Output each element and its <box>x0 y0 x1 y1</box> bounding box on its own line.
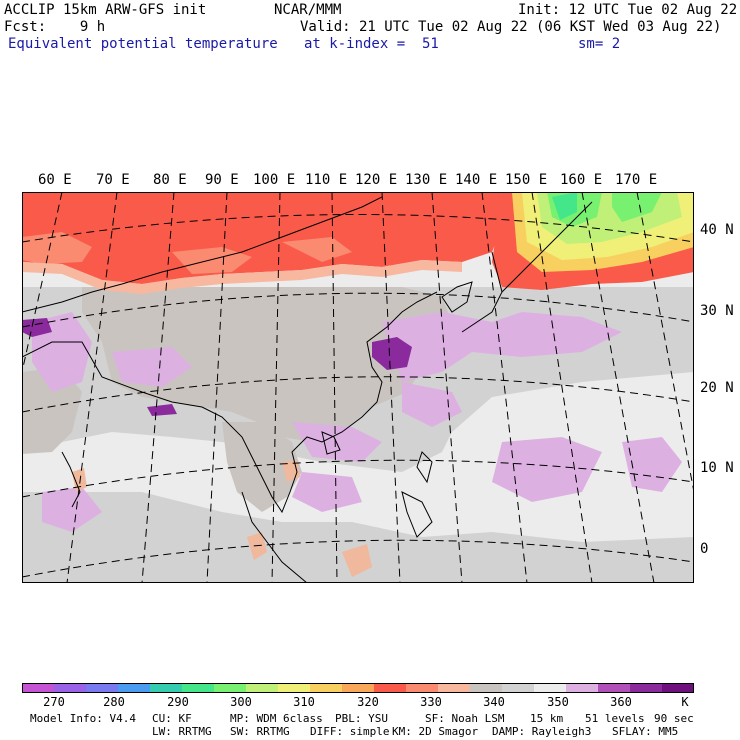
colorbar-label: 330 <box>420 695 442 709</box>
lon-label: 140 E <box>455 172 498 188</box>
colorbar-swatch <box>150 683 182 693</box>
lat-label: 10 N <box>700 460 734 476</box>
colorbar-label: 290 <box>167 695 189 709</box>
lat-label: 30 N <box>700 303 734 319</box>
colorbar-swatch <box>310 683 342 693</box>
colorbar-swatch <box>342 683 374 693</box>
colorbar-label: 300 <box>230 695 252 709</box>
surface-scheme: SF: Noah LSM <box>425 712 505 725</box>
surface-layer-option: SFLAY: MM5 <box>612 725 679 738</box>
colorbar-label: 350 <box>547 695 569 709</box>
colorbar-swatch <box>118 683 150 693</box>
colorbar-swatch <box>470 683 502 693</box>
forecast-hour: Fcst: 9 h <box>4 19 106 35</box>
coastlines <box>22 196 593 583</box>
vertical-levels: 51 levels <box>585 712 645 725</box>
colorbar-swatch <box>86 683 118 693</box>
colorbar-swatch <box>214 683 246 693</box>
field-335-patches <box>22 232 352 274</box>
lon-label: 170 E <box>615 172 658 188</box>
level-index: at k-index = 51 <box>304 36 439 52</box>
lon-label: 60 E <box>38 172 72 188</box>
colorbar-label: 310 <box>293 695 315 709</box>
grid-spacing: 15 km <box>530 712 564 725</box>
lon-label: 150 E <box>505 172 548 188</box>
colorbar-swatch <box>406 683 438 693</box>
field-340-edge <box>22 260 462 294</box>
diffusion-option: DIFF: simple <box>310 725 390 738</box>
colorbar-swatch <box>630 683 662 693</box>
field-365-patches <box>32 312 682 532</box>
colorbar-label: 340 <box>483 695 505 709</box>
colorbar-label: 360 <box>610 695 632 709</box>
field-330-band <box>22 192 502 284</box>
lat-label: 40 N <box>700 222 734 238</box>
model-info: Model Info: V4.4 <box>30 712 136 725</box>
colorbar-unit: K <box>681 695 689 709</box>
pbl-scheme: PBL: YSU <box>335 712 388 725</box>
colorbar-frame <box>22 683 694 693</box>
lon-label: 160 E <box>560 172 603 188</box>
field-355-south <box>22 492 694 583</box>
colorbar-swatch <box>566 683 598 693</box>
km-option: KM: 2D Smagor <box>392 725 479 738</box>
run-title: ACCLIP 15km ARW-GFS init <box>4 2 207 18</box>
lon-label: 120 E <box>355 172 398 188</box>
colorbar-swatch <box>246 683 278 693</box>
field-350-seasia <box>222 422 302 512</box>
colorbar-swatch <box>598 683 630 693</box>
damping-option: DAMP: Rayleigh3 <box>492 725 592 738</box>
time-step: 90 sec <box>654 712 694 725</box>
longwave-scheme: LW: RRTMG <box>152 725 212 738</box>
colorbar-label: 270 <box>43 695 65 709</box>
shortwave-scheme: SW: RRTMG <box>230 725 290 738</box>
field-350-continent <box>82 287 452 442</box>
lon-label: 90 E <box>205 172 239 188</box>
lon-label: 80 E <box>153 172 187 188</box>
valid-time: Valid: 21 UTC Tue 02 Aug 22 (06 KST Wed … <box>300 19 722 35</box>
colorbar-swatch <box>662 683 694 693</box>
field-name: Equivalent potential temperature <box>8 36 278 52</box>
microphysics-scheme: MP: WDM 6class <box>230 712 323 725</box>
colorbar-swatch <box>278 683 310 693</box>
lat-label: 20 N <box>700 380 734 396</box>
lat-label: 0 <box>700 541 709 557</box>
colorbar-swatch <box>182 683 214 693</box>
lon-label: 110 E <box>305 172 348 188</box>
colorbar-swatch <box>54 683 86 693</box>
colorbar-swatch <box>534 683 566 693</box>
colorbar-swatch <box>374 683 406 693</box>
field-280-teal <box>552 192 577 220</box>
colorbar-swatch <box>502 683 534 693</box>
lon-label: 130 E <box>405 172 448 188</box>
graticule <box>22 192 694 583</box>
field-350-west <box>22 367 82 454</box>
producer-label: NCAR/MMM <box>274 2 342 18</box>
lon-label: 70 E <box>96 172 130 188</box>
smoothing-value: sm= 2 <box>578 36 621 52</box>
lon-label: 100 E <box>253 172 296 188</box>
theta-e-map <box>22 192 694 583</box>
colorbar-swatch <box>22 683 54 693</box>
colorbar-label: 320 <box>357 695 379 709</box>
init-time: Init: 12 UTC Tue 02 Aug 22 <box>518 2 738 18</box>
colorbar-label: 280 <box>103 695 125 709</box>
colorbar-swatch <box>438 683 470 693</box>
cumulus-scheme: CU: KF <box>152 712 192 725</box>
